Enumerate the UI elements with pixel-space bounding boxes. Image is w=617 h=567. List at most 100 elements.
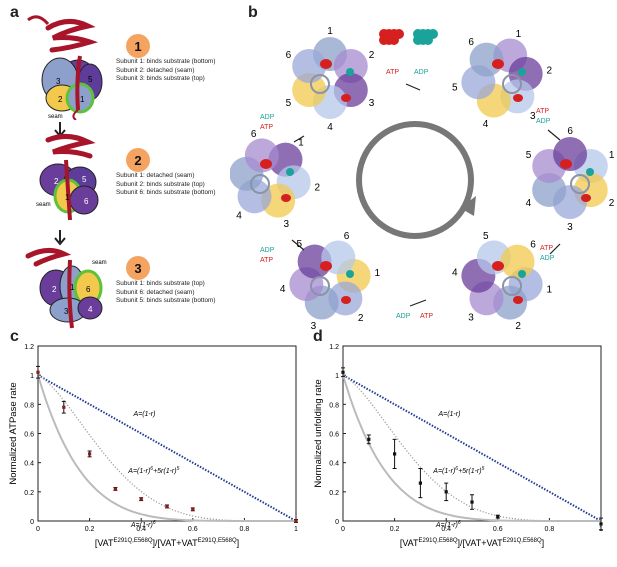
step-badge-3: 3	[126, 256, 150, 280]
subunit-number: 3	[530, 111, 536, 122]
pore-ring	[502, 74, 522, 94]
atp-molecule	[341, 94, 351, 102]
transition-arrow-icon	[409, 299, 427, 307]
subunit-number: 1	[609, 150, 615, 161]
y-tick-label: 0	[335, 519, 339, 526]
marker	[470, 500, 474, 504]
subunit-number: 1	[516, 29, 522, 40]
marker	[294, 519, 298, 523]
transition-arrow-icon	[547, 129, 561, 141]
adp-molecule	[346, 270, 354, 278]
data-point	[418, 468, 423, 499]
subunit-number: 4	[526, 198, 532, 209]
curve-linear	[37, 374, 297, 522]
x-tick-label: 0.6	[493, 526, 503, 533]
step3-hexamer-illustration: 2 1 6 3 4 seam	[25, 248, 107, 329]
atp-sphere	[389, 35, 399, 45]
y-tick-label: 0.2	[24, 490, 34, 497]
plot-frame	[37, 345, 297, 522]
marker	[367, 437, 371, 441]
subunit-number: 1	[327, 26, 333, 37]
adp-molecule	[286, 168, 294, 176]
x-axis-label: [VATE291Q,E568Q]/[VAT+VATE291Q,E568Q]	[95, 538, 239, 548]
subunit-number: 3	[369, 98, 375, 109]
subunit-label: 3	[56, 77, 61, 86]
curve-linear	[342, 374, 602, 522]
subunit-label: 2	[54, 177, 59, 186]
subunit-number: 2	[546, 66, 552, 77]
marker	[341, 370, 345, 374]
panel-label-b: b	[248, 4, 258, 21]
step3-description: Subunit 1: binds substrate (top) Subunit…	[116, 280, 215, 306]
transition-arrow-icon	[291, 239, 305, 251]
curve-label-one-tolerated: A=(1-r)6+5r(1-r)5	[432, 466, 484, 475]
subunit-domain	[292, 73, 327, 107]
atp-molecule	[513, 94, 523, 102]
step1-description: Subunit 1: binds substrate (bottom) Subu…	[116, 58, 215, 84]
subunit-number: 2	[358, 313, 364, 324]
x-axis-label: [VATE291Q,E568Q]/[VAT+VATE291Q,E568Q]	[400, 538, 544, 548]
marker	[88, 452, 92, 456]
atp-label: ATP	[540, 245, 553, 252]
y-tick-label: 1.2	[329, 344, 339, 351]
y-tick-label: 0	[30, 519, 34, 526]
data-point	[165, 504, 169, 509]
subunit-number: 3	[311, 321, 317, 330]
subunit-label: 1	[80, 95, 85, 104]
adp-label: ADP	[260, 114, 275, 121]
y-tick-label: 0.2	[329, 490, 339, 497]
atp-molecule	[320, 261, 332, 271]
transition-arrow-icon	[549, 243, 561, 255]
step2-description: Subunit 1: detached (seam) Subunit 2: bi…	[116, 172, 215, 198]
x-tick-label: 0	[36, 526, 40, 533]
subunit-number: 4	[452, 267, 458, 278]
subunit-domain	[532, 172, 567, 207]
curve-label-sixth: A=(1-r)6	[130, 520, 156, 529]
data-point	[495, 514, 500, 519]
adp-label: ADP	[536, 118, 551, 125]
subunit-number: 5	[483, 231, 489, 242]
atp-molecule	[513, 296, 523, 304]
marker	[496, 515, 500, 519]
data-point	[36, 365, 40, 379]
data-point	[139, 497, 144, 502]
data-point	[366, 434, 371, 445]
step-line: Subunit 1: binds substrate (bottom)	[116, 58, 216, 65]
step-badge-1: 1	[126, 34, 150, 58]
atp-label: ATP	[260, 257, 273, 264]
step-badge-2: 2	[126, 148, 150, 172]
panel-label-d: d	[313, 328, 323, 345]
x-tick-label: 0.2	[85, 526, 95, 533]
subunit-number: 3	[284, 219, 290, 230]
step-line: Subunit 3: binds substrate (top)	[116, 75, 205, 83]
subunit-number: 1	[298, 137, 304, 148]
transition-arrow-icon	[293, 135, 305, 143]
curve-sixth	[37, 374, 296, 522]
pore-ring	[502, 276, 522, 296]
pore-ring	[250, 174, 270, 194]
subunit-number: 3	[567, 222, 573, 233]
adp-molecule	[518, 68, 526, 76]
y-tick-label: 0.8	[24, 402, 34, 409]
subunit-domain	[333, 49, 368, 83]
atp-molecule	[581, 194, 591, 202]
adp-sphere	[423, 35, 433, 45]
atp-molecule	[341, 296, 351, 304]
curve-label-linear: A=(1-r)	[132, 411, 155, 418]
subunit-number: 5	[452, 82, 458, 93]
step-line: Subunit 1: detached (seam)	[116, 172, 195, 179]
y-tick-label: 1.2	[24, 344, 34, 351]
subunit-label: 1	[70, 283, 75, 292]
data-point	[87, 450, 92, 458]
subunit-number: 1	[375, 268, 381, 279]
adp-molecule	[518, 270, 526, 278]
y-tick-label: 0.6	[329, 432, 339, 439]
step-line: Subunit 6: detached (seam)	[116, 288, 195, 296]
marker	[418, 481, 422, 485]
subunit-number: 6	[468, 37, 474, 48]
